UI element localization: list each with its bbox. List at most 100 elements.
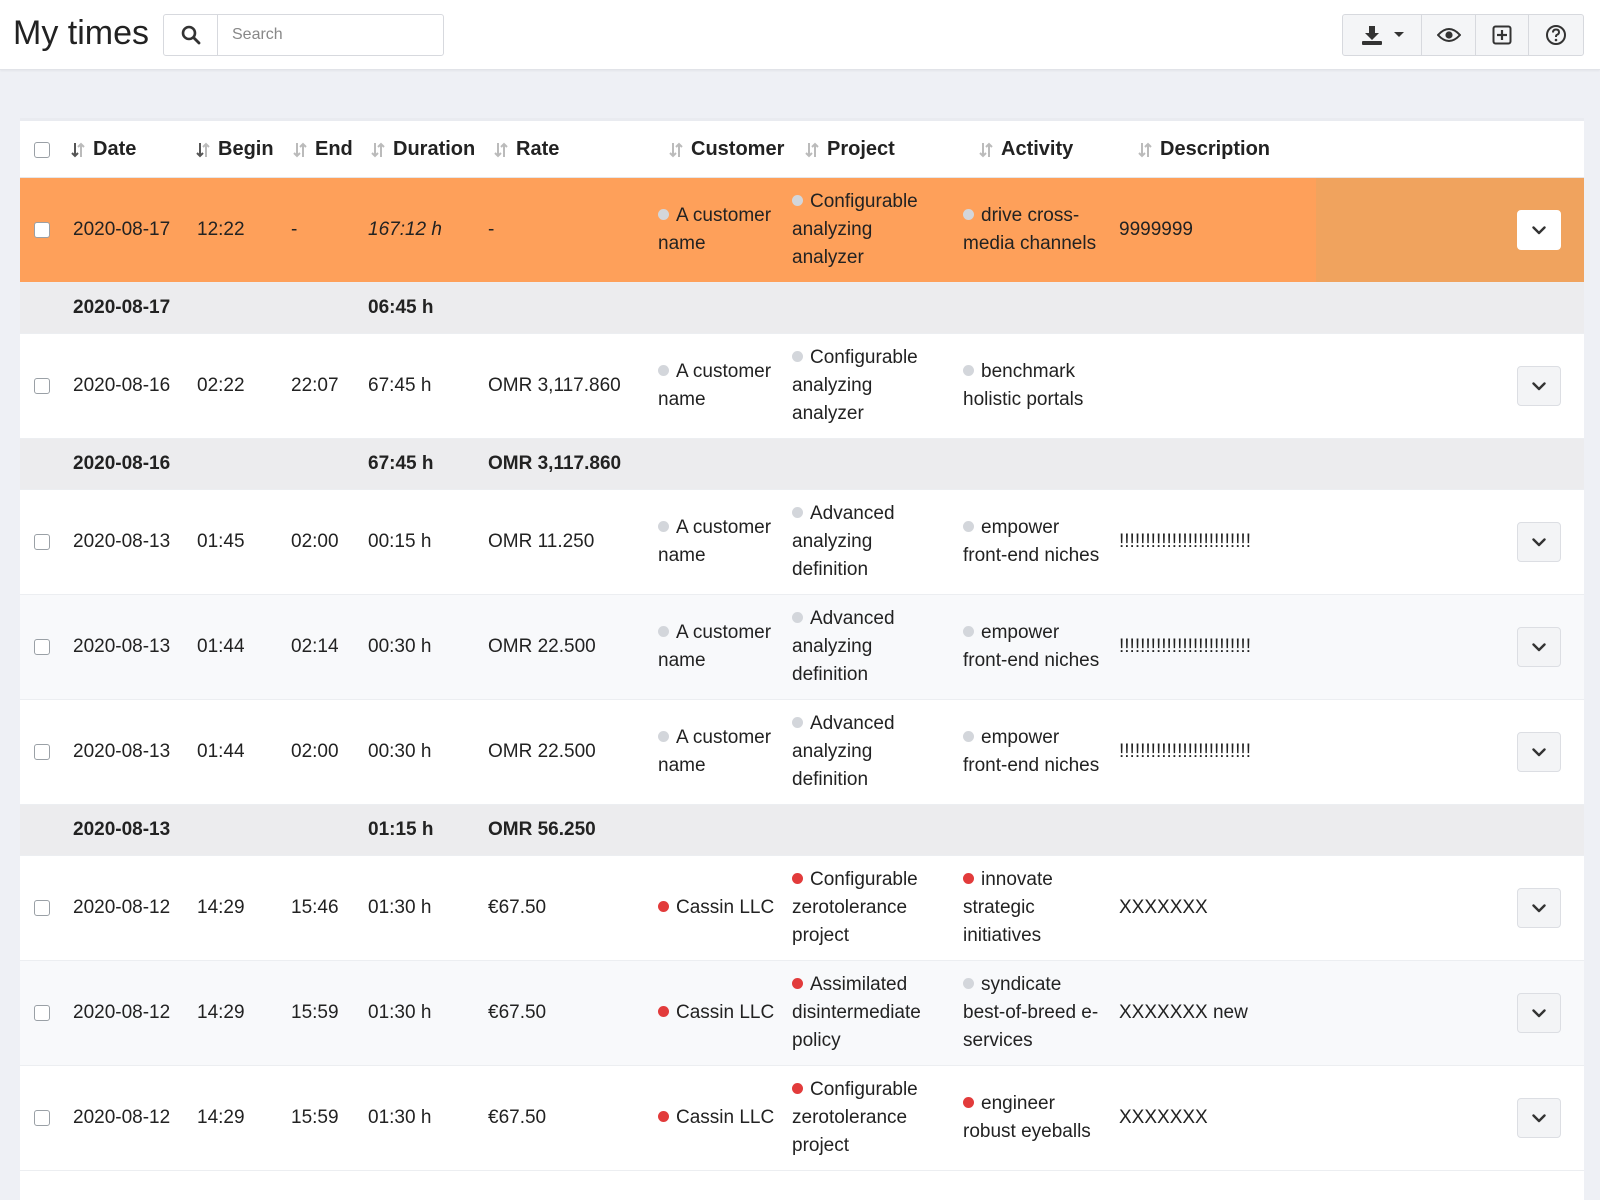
project-cell-text: Advanced analyzing definition	[792, 605, 942, 689]
column-label: Begin	[218, 138, 274, 160]
sort-icon	[805, 142, 819, 157]
visibility-button[interactable]	[1422, 15, 1476, 55]
table-row[interactable]: 2020-08-12 14:29 15:59 01:30 h €67.50 Cassin …	[20, 1066, 1584, 1171]
project-cell: Advanced analyzing definition	[792, 700, 942, 804]
row-actions-button[interactable]	[1517, 1098, 1561, 1138]
table-row[interactable]: 2020-08-13 01:44 02:14 00:30 h OMR 22.500 A c…	[20, 595, 1584, 700]
search-button[interactable]	[164, 15, 218, 55]
activity-cell: engineer robust eyeballs	[963, 1066, 1103, 1170]
customer-cell-text: A customer name	[658, 724, 778, 780]
search-group	[163, 14, 444, 56]
sort-icon	[371, 142, 385, 157]
create-button[interactable]	[1476, 15, 1530, 55]
help-button[interactable]	[1529, 15, 1583, 55]
project-cell-text: Configurable analyzing analyzer	[792, 344, 942, 428]
column-label: Rate	[516, 138, 560, 160]
column-header-description[interactable]: Description	[1137, 121, 1270, 178]
chevron-down-icon	[1532, 381, 1546, 390]
column-header-end[interactable]: End	[292, 121, 353, 178]
timesheet-table: Date Begin End Duration Rate Customer Pr…	[20, 118, 1584, 1200]
duration-cell: 167:12 h	[368, 219, 442, 240]
row-actions-button[interactable]	[1517, 993, 1561, 1033]
chevron-down-icon	[1532, 642, 1546, 651]
table-row[interactable]: 2020-08-16 02:22 22:07 67:45 h OMR 3,117.860…	[20, 334, 1584, 439]
activity-cell-label: engineer robust eyeballs	[963, 1093, 1091, 1142]
project-cell-label: Configurable zerotolerance project	[792, 1079, 918, 1156]
table-row[interactable]: 2020-08-13 01:44 02:00 00:30 h OMR 22.500 A c…	[20, 700, 1584, 805]
select-all-checkbox[interactable]	[34, 141, 50, 158]
project-cell: Assimilated disintermediate policy	[792, 961, 942, 1065]
row-actions-button[interactable]	[1517, 627, 1561, 667]
column-header-rate[interactable]: Rate	[493, 121, 559, 178]
row-checkbox[interactable]	[34, 1110, 50, 1126]
end-cell: -	[291, 219, 298, 240]
rate-cell: -	[488, 219, 495, 240]
row-actions-button[interactable]	[1517, 366, 1561, 406]
table-row[interactable]: 2020-08-12 14:29 15:59 01:30 h €67.50 Cassin …	[20, 961, 1584, 1066]
rate-cell: €67.50	[488, 1107, 547, 1128]
activity-cell-text: syndicate best-of-breed e-services	[963, 971, 1103, 1055]
duration-cell: 67:45 h	[368, 375, 432, 396]
export-button[interactable]	[1343, 15, 1423, 55]
row-actions-cell	[1316, 856, 1584, 960]
activity-cell-text: empower front-end niches	[963, 724, 1103, 780]
date-cell: 2020-08-13	[73, 741, 171, 762]
caret-down-icon	[1393, 32, 1404, 37]
begin-cell: 12:22	[197, 219, 245, 240]
chevron-down-icon	[1532, 537, 1546, 546]
row-actions-button[interactable]	[1517, 732, 1561, 772]
project-cell-text: Configurable zerotolerance project	[792, 1076, 942, 1160]
row-checkbox[interactable]	[34, 744, 50, 760]
project-cell-label: Configurable zerotolerance project	[792, 869, 918, 946]
table-row-running[interactable]: 2020-08-17 12:22 - 167:12 h - A customer name…	[20, 178, 1584, 283]
project-cell-label: Advanced analyzing definition	[792, 608, 895, 685]
row-checkbox[interactable]	[34, 222, 50, 238]
customer-cell-text: Cassin LLC	[658, 999, 774, 1027]
row-checkbox[interactable]	[34, 1005, 50, 1021]
column-header-begin[interactable]: Begin	[195, 121, 274, 178]
column-header-duration[interactable]: Duration	[370, 121, 475, 178]
subtotal-duration: 01:15 h	[368, 819, 434, 840]
table-row[interactable]: 2020-08-13 01:45 02:00 00:15 h OMR 11.250 A c…	[20, 490, 1584, 595]
customer-cell: A customer name	[658, 334, 778, 438]
status-dot-icon	[658, 626, 669, 637]
row-actions-cell	[1316, 490, 1584, 594]
column-header-date[interactable]: Date	[70, 121, 136, 178]
rate-cell: OMR 11.250	[488, 531, 595, 552]
row-actions-cell	[1316, 1066, 1584, 1170]
table-row[interactable]: 2020-08-12 14:29 15:46 01:30 h €67.50 Cassin …	[20, 856, 1584, 961]
rate-cell: €67.50	[488, 1002, 547, 1023]
customer-cell: A customer name	[658, 490, 778, 594]
row-checkbox[interactable]	[34, 900, 50, 916]
activity-cell-text: engineer robust eyeballs	[963, 1090, 1103, 1146]
project-cell: Advanced analyzing definition	[792, 595, 942, 699]
begin-cell: 02:22	[197, 375, 245, 396]
row-actions-button[interactable]	[1517, 210, 1561, 250]
row-actions-button[interactable]	[1517, 522, 1561, 562]
sort-icon	[293, 142, 307, 157]
status-dot-icon	[658, 209, 669, 220]
chevron-down-icon	[1532, 747, 1546, 756]
rate-cell: OMR 22.500	[488, 741, 596, 762]
row-checkbox[interactable]	[34, 639, 50, 655]
search-input[interactable]	[218, 15, 443, 55]
column-label: Date	[93, 138, 137, 160]
column-header-activity[interactable]: Activity	[978, 121, 1073, 178]
rate-cell: OMR 3,117.860	[488, 375, 621, 396]
sort-icon	[196, 142, 210, 157]
subtotal-rate: OMR 56.250	[488, 819, 596, 840]
status-dot-icon	[963, 731, 974, 742]
column-header-customer[interactable]: Customer	[668, 121, 784, 178]
status-dot-icon	[963, 1097, 974, 1108]
row-select-cell	[34, 1066, 50, 1170]
duration-cell: 00:30 h	[368, 636, 432, 657]
row-actions-button[interactable]	[1517, 888, 1561, 928]
row-checkbox[interactable]	[34, 534, 50, 550]
column-header-project[interactable]: Project	[804, 121, 895, 178]
activity-cell: syndicate best-of-breed e-services	[963, 961, 1103, 1065]
begin-cell: 14:29	[197, 897, 245, 918]
activity-cell: benchmark holistic portals	[963, 334, 1103, 438]
row-checkbox[interactable]	[34, 378, 50, 394]
status-dot-icon	[963, 209, 974, 220]
subtotal-duration: 06:45 h	[368, 297, 434, 318]
